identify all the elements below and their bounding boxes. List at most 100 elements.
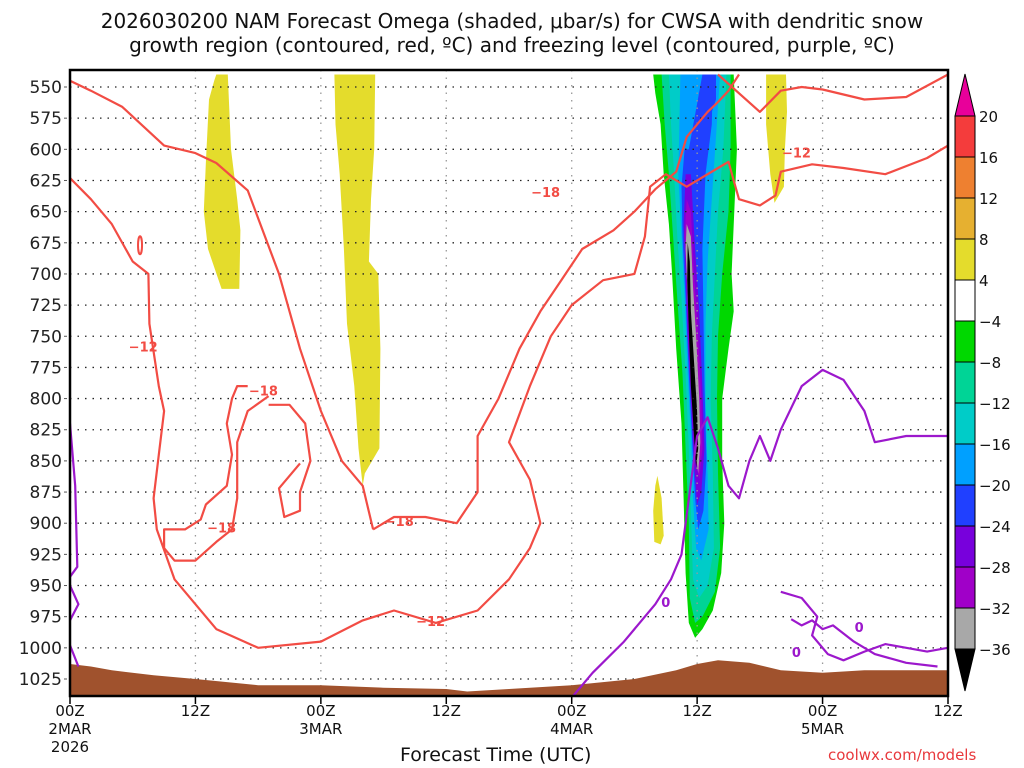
colorbar-label: −12	[979, 395, 1011, 413]
x-axis-title: Forecast Time (UTC)	[400, 744, 592, 766]
credit-link[interactable]: coolwx.com/models	[828, 746, 977, 764]
contour-freezing-level-left-3	[70, 644, 80, 667]
contour-dgz-minus-18-loop	[268, 403, 312, 519]
x-tick-label: 00Z	[557, 702, 586, 720]
terrain-surface	[70, 660, 948, 696]
colorbar-label: −28	[979, 559, 1011, 577]
contour-label: −12	[416, 615, 445, 630]
y-tick-label: 700	[30, 265, 62, 285]
y-tick-label: 825	[30, 421, 62, 441]
y-tick-label: 900	[30, 514, 62, 534]
x-tick-label: 4MAR	[550, 720, 593, 738]
y-tick-label: 1000	[19, 639, 62, 659]
omega-region-sinking-band-1	[203, 74, 241, 289]
colorbar-top-triangle	[954, 73, 976, 117]
x-tick-label: 12Z	[181, 702, 210, 720]
y-tick-label: 675	[30, 234, 62, 254]
colorbar-label: −36	[979, 641, 1011, 659]
contour-freezing-level-lower	[780, 590, 948, 662]
colorbar-label: −16	[979, 436, 1011, 454]
x-tick-label: 00Z	[808, 702, 837, 720]
y-tick-label: 850	[30, 452, 62, 472]
y-axis: 550 575 600 625 650 675 700 725 750 775 800 825 850 8…	[19, 78, 67, 690]
y-tick-label: 975	[30, 608, 62, 628]
terrain-layer	[70, 660, 948, 696]
contour-freezing-level-lower-2	[790, 618, 938, 668]
y-tick-label: 875	[30, 483, 62, 503]
contour-dgz-minus-18	[372, 73, 740, 531]
y-tick-label: 625	[30, 171, 62, 191]
omega-region-sinking-blob-4	[653, 475, 664, 545]
x-tick-label: 00Z	[55, 702, 84, 720]
contour-dgz-minus-12-top-right	[717, 73, 948, 113]
colorbar-label: 8	[979, 231, 989, 249]
x-tick-label: 2026	[51, 738, 89, 756]
y-tick-label: 550	[30, 78, 62, 98]
x-tick-label: 12Z	[933, 702, 962, 720]
x-tick-label: 12Z	[432, 702, 461, 720]
omega-core-top-patch	[704, 74, 716, 112]
omega-region-sinking-band-2	[334, 74, 381, 486]
colorbar-swatch	[954, 607, 976, 650]
contour-label: −12	[129, 341, 158, 356]
x-tick-label: 5MAR	[801, 720, 844, 738]
y-tick-label: 575	[30, 109, 62, 129]
colorbar-bottom-triangle	[954, 648, 976, 692]
y-tick-label: 650	[30, 203, 62, 223]
contour-label: −18	[531, 186, 560, 201]
y-tick-label: 750	[30, 327, 62, 347]
colorbar-label: 16	[979, 149, 998, 167]
colorbar-label: −8	[979, 354, 1001, 372]
y-tick-label: 775	[30, 358, 62, 378]
colorbar-label: 12	[979, 190, 998, 208]
x-tick-label: 00Z	[306, 702, 335, 720]
colorbar-label: 4	[979, 272, 989, 290]
contour-label: −18	[207, 521, 236, 536]
colorbar-label: −32	[979, 600, 1011, 618]
colorbar-label: −4	[979, 313, 1001, 331]
y-tick-label: 950	[30, 577, 62, 597]
y-tick-label: 725	[30, 296, 62, 316]
colorbar-swatch	[954, 443, 976, 486]
colorbar-label: −20	[979, 477, 1011, 495]
x-tick-label: 3MAR	[299, 720, 342, 738]
x-tick-label: 2MAR	[48, 720, 91, 738]
colorbar-swatch	[954, 279, 976, 322]
contour-label: 0	[855, 621, 864, 636]
colorbar-swatch	[954, 238, 976, 281]
chart-title-line-1: 2026030200 NAM Forecast Omega (shaded, μ…	[100, 9, 924, 33]
plot-frame	[68, 68, 950, 698]
contour-label: −18	[249, 384, 278, 399]
contour-label: −18	[385, 515, 414, 530]
colorbar-swatch	[954, 156, 976, 199]
contour-labels: −12 −18 −18 −18 −18 −12 −12 0 0 0	[129, 146, 864, 661]
colorbar-swatch	[954, 197, 976, 240]
x-tick-label: 12Z	[682, 702, 711, 720]
contour-freezing-level-left	[70, 423, 79, 578]
colorbar-label: 20	[979, 108, 998, 126]
contour-dgz-minus-12-main	[70, 144, 948, 649]
colorbar-swatch	[954, 361, 976, 404]
colorbar-swatch	[954, 566, 976, 609]
colorbar: 20 16 12 8 4 −4 −8 −12 −16 −20 −24 −28 −32 −36	[954, 73, 1011, 692]
omega-core-level-8	[687, 242, 699, 468]
contour-small-loop	[137, 235, 144, 256]
chart-title-line-2: growth region (contoured, red, ºC) and f…	[129, 33, 895, 57]
contour-lines	[70, 73, 948, 696]
contour-label: 0	[792, 646, 801, 661]
colorbar-swatch	[954, 525, 976, 568]
contour-freezing-level-upper	[571, 368, 948, 696]
colorbar-swatch	[954, 320, 976, 363]
contour-freezing-level-left-2	[70, 585, 80, 621]
colorbar-swatch	[954, 402, 976, 445]
colorbar-swatch	[954, 115, 976, 158]
omega-shading	[203, 74, 787, 638]
y-tick-label: 1025	[19, 670, 62, 690]
y-tick-label: 925	[30, 545, 62, 565]
contour-dgz-minus-12-upper	[70, 79, 375, 530]
colorbar-label: −24	[979, 518, 1011, 536]
colorbar-swatch	[954, 484, 976, 527]
y-tick-label: 800	[30, 390, 62, 410]
y-tick-label: 600	[30, 140, 62, 160]
